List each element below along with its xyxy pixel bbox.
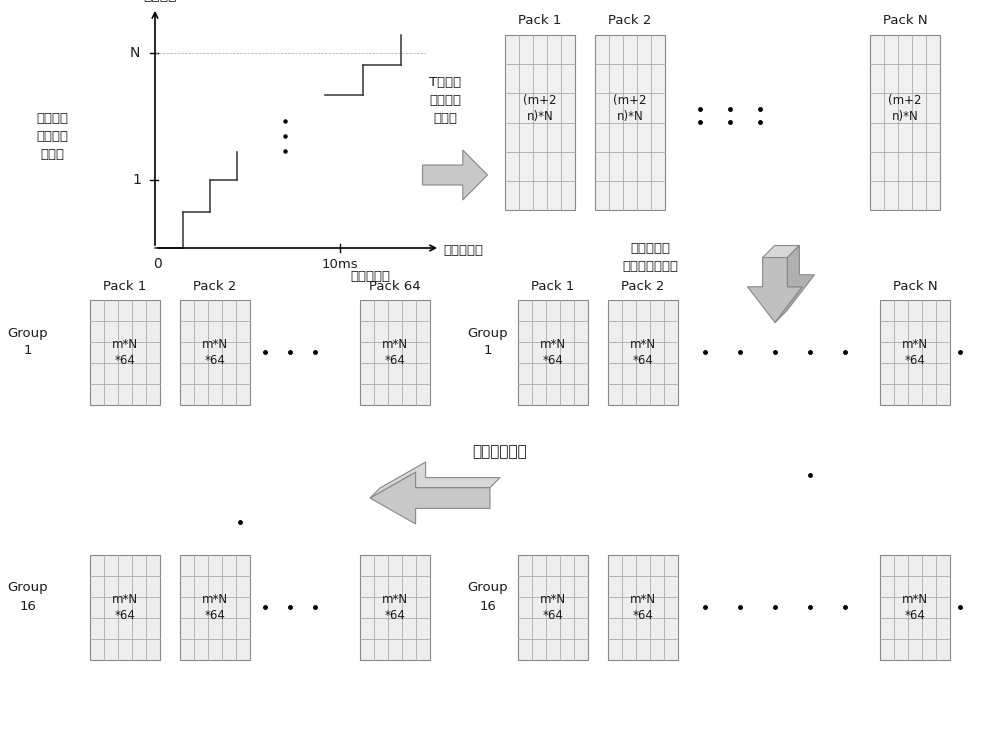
- Bar: [360, 555, 430, 660]
- Text: Group
1: Group 1: [468, 326, 508, 357]
- Bar: [180, 555, 250, 660]
- Text: (m+2
n)*N: (m+2 n)*N: [613, 94, 647, 123]
- Text: 相关总长度: 相关总长度: [350, 271, 390, 283]
- Text: Group
1: Group 1: [8, 326, 48, 357]
- Bar: [360, 300, 430, 405]
- Polygon shape: [748, 258, 802, 323]
- Text: m*N
*64: m*N *64: [202, 338, 228, 367]
- Bar: [870, 35, 940, 210]
- Text: m*N
*64: m*N *64: [540, 593, 566, 622]
- Text: m*N
*64: m*N *64: [630, 593, 656, 622]
- Text: 插値运算及
最佳采样点遍历: 插値运算及 最佳采样点遍历: [622, 242, 678, 272]
- Polygon shape: [763, 245, 799, 258]
- Text: 分段相干縯加: 分段相干縯加: [473, 444, 527, 460]
- Text: Pack 2: Pack 2: [608, 15, 652, 28]
- Text: 10ms: 10ms: [322, 258, 358, 271]
- Text: m*N
*64: m*N *64: [382, 593, 408, 622]
- Bar: [608, 555, 678, 660]
- Text: Pack N: Pack N: [893, 280, 937, 293]
- Text: Pack 64: Pack 64: [369, 280, 421, 293]
- Bar: [518, 300, 588, 405]
- Text: 1: 1: [132, 173, 141, 187]
- Text: m*N
*64: m*N *64: [112, 593, 138, 622]
- Text: 0: 0: [153, 257, 161, 271]
- Text: 相关总长度: 相关总长度: [443, 244, 483, 256]
- Text: Pack 2: Pack 2: [621, 280, 665, 293]
- Text: m*N
*64: m*N *64: [112, 338, 138, 367]
- Text: m*N
*64: m*N *64: [902, 338, 928, 367]
- Text: N: N: [130, 46, 140, 60]
- Text: Pack 2: Pack 2: [193, 280, 237, 293]
- Text: 积分次数: 积分次数: [143, 0, 177, 2]
- Text: Group
16: Group 16: [8, 581, 48, 613]
- Text: Pack 1: Pack 1: [103, 280, 147, 293]
- Bar: [608, 300, 678, 405]
- Text: m*N
*64: m*N *64: [630, 338, 656, 367]
- Text: m*N
*64: m*N *64: [902, 593, 928, 622]
- Text: m*N
*64: m*N *64: [540, 338, 566, 367]
- Text: T时间内
内相关计
算数据: T时间内 内相关计 算数据: [429, 75, 461, 124]
- Bar: [518, 555, 588, 660]
- Bar: [90, 300, 160, 405]
- Text: Pack 1: Pack 1: [518, 15, 562, 28]
- Polygon shape: [370, 462, 500, 498]
- Bar: [595, 35, 665, 210]
- Polygon shape: [422, 150, 488, 200]
- Text: m*N
*64: m*N *64: [382, 338, 408, 367]
- Text: Pack N: Pack N: [883, 15, 927, 28]
- Text: (m+2
n)*N: (m+2 n)*N: [523, 94, 557, 123]
- Text: 每个半码
片位置运
算过程: 每个半码 片位置运 算过程: [36, 111, 68, 160]
- Text: m*N
*64: m*N *64: [202, 593, 228, 622]
- Polygon shape: [775, 245, 814, 323]
- Bar: [90, 555, 160, 660]
- Text: Pack 1: Pack 1: [531, 280, 575, 293]
- Text: (m+2
n)*N: (m+2 n)*N: [888, 94, 922, 123]
- Bar: [505, 35, 575, 210]
- Text: Group
16: Group 16: [468, 581, 508, 613]
- Polygon shape: [370, 472, 490, 524]
- Bar: [180, 300, 250, 405]
- Bar: [880, 300, 950, 405]
- Bar: [880, 555, 950, 660]
